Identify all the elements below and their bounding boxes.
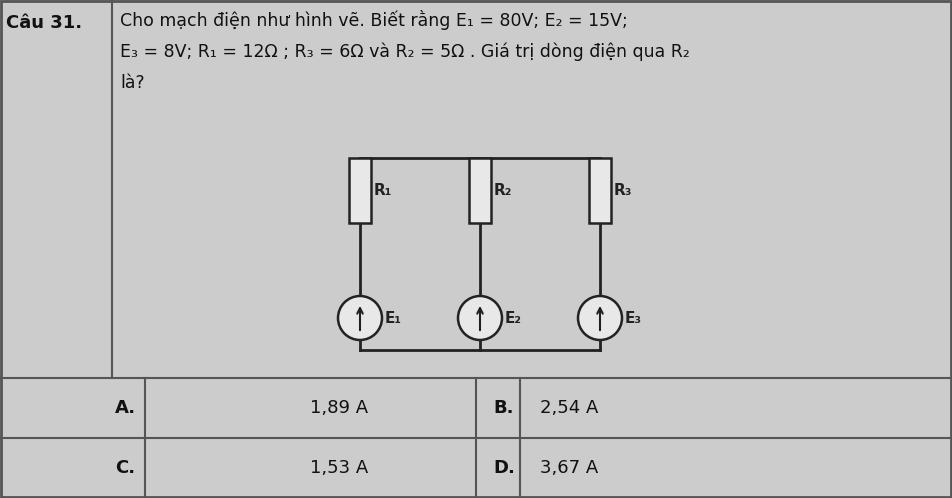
Text: Cho mạch điện như hình vẽ. Biết rằng E₁ = 80V; E₂ = 15V;: Cho mạch điện như hình vẽ. Biết rằng E₁ … [120,10,627,30]
Text: C.: C. [115,459,135,477]
Text: E₁: E₁ [385,310,402,326]
Text: E₃: E₃ [625,310,643,326]
Text: là?: là? [120,74,145,92]
Text: E₃ = 8V; R₁ = 12Ω ; R₃ = 6Ω và R₂ = 5Ω . Giá trị dòng điện qua R₂: E₃ = 8V; R₁ = 12Ω ; R₃ = 6Ω và R₂ = 5Ω .… [120,42,690,60]
Text: 1,53 A: 1,53 A [310,459,368,477]
Bar [349,158,371,223]
Text: 1,89 A: 1,89 A [310,399,368,417]
Bar [469,158,491,223]
Bar [589,158,611,223]
Text: R₂: R₂ [494,183,512,198]
Text: R₁: R₁ [374,183,392,198]
Text: D.: D. [493,459,515,477]
Text: R₃: R₃ [614,183,632,198]
Text: B.: B. [494,399,514,417]
Text: 3,67 A: 3,67 A [540,459,598,477]
Text: Câu 31.: Câu 31. [6,14,82,32]
Circle shape [458,296,502,340]
Text: E₂: E₂ [505,310,522,326]
Text: 2,54 A: 2,54 A [540,399,599,417]
Circle shape [578,296,622,340]
Circle shape [338,296,382,340]
Text: A.: A. [114,399,135,417]
